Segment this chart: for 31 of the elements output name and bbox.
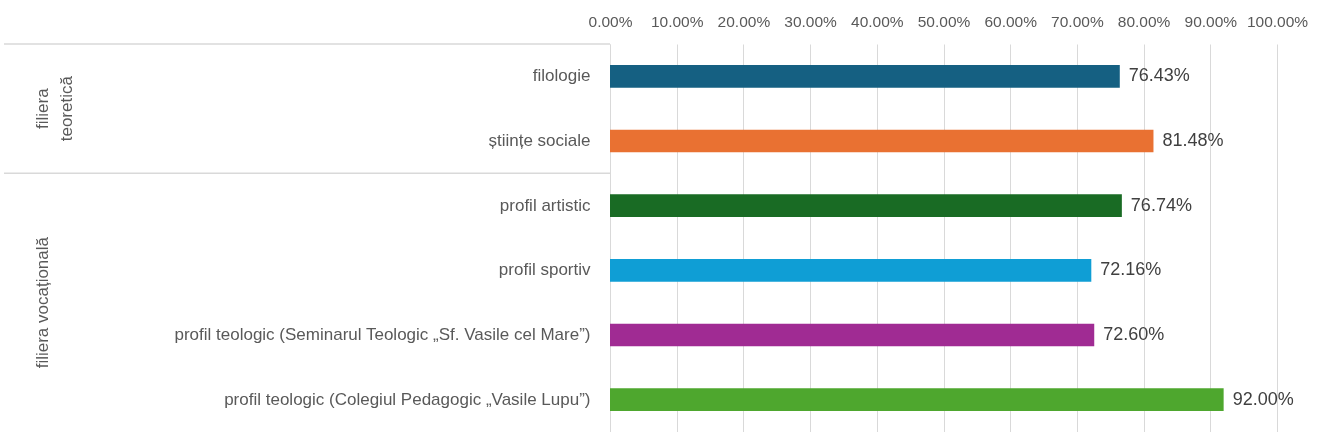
x-tick-label: 20.00% bbox=[717, 12, 771, 30]
bar bbox=[610, 65, 1120, 88]
y-tick-label: științe sociale bbox=[488, 131, 591, 150]
bar bbox=[610, 388, 1224, 411]
data-label: 81.48% bbox=[1162, 130, 1224, 150]
x-tick-label: 60.00% bbox=[984, 12, 1038, 30]
x-tick-label: 40.00% bbox=[851, 12, 904, 30]
y-tick-label: profil teologic (Seminarul Teologic „Sf. Vasile cel Mare”) bbox=[174, 325, 591, 344]
y-tick-label: profil sportiv bbox=[498, 260, 591, 280]
bar bbox=[610, 259, 1092, 282]
data-label: 72.16% bbox=[1100, 259, 1162, 280]
bar bbox=[610, 194, 1122, 217]
x-tick-label: 50.00% bbox=[917, 12, 971, 30]
bar bbox=[610, 323, 1095, 347]
x-tick-label: 70.00% bbox=[1051, 12, 1104, 30]
bar bbox=[610, 129, 1154, 153]
text: filiera vocațională bbox=[33, 236, 52, 369]
y-tick-label: profil teologic (Colegiul Pedagogic „Vasile Lupu”) bbox=[224, 389, 591, 409]
data-label: 76.74% bbox=[1130, 194, 1192, 215]
data-label: 72.60% bbox=[1103, 324, 1165, 344]
x-tick-label: 30.00% bbox=[784, 12, 838, 30]
y-tick-label: profil artistic bbox=[499, 195, 591, 215]
x-tick-label: 10.00% bbox=[650, 12, 704, 30]
x-tick-label: 100.00% bbox=[1246, 12, 1309, 30]
x-tick-label: 90.00% bbox=[1184, 12, 1238, 30]
x-tick-label: 80.00% bbox=[1117, 12, 1171, 30]
data-label: 92.00% bbox=[1232, 388, 1294, 409]
y-tick-label: filologie bbox=[532, 66, 591, 86]
x-tick-label: 0.00% bbox=[588, 12, 633, 30]
text: filiera teoretică bbox=[33, 75, 76, 142]
data-label: 76.43% bbox=[1128, 65, 1190, 86]
